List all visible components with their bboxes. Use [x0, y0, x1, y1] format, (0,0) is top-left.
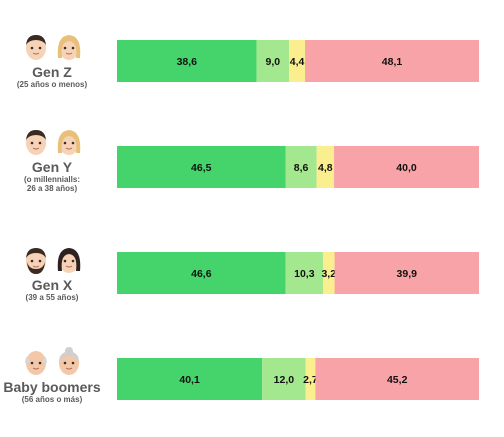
young-woman-icon — [57, 130, 80, 155]
category-label-baby-boomers: Baby boomers (56 años o más) — [0, 347, 104, 404]
avatars-gen-y — [0, 127, 104, 159]
bar-svg-baby-boomers: 40,1 12,0 2,7 45,2 — [117, 358, 479, 400]
bar-segment — [315, 358, 479, 400]
data-label: 46,5 — [191, 162, 212, 174]
category-name: Gen X — [31, 277, 73, 293]
bar-segment — [117, 40, 257, 82]
category-name: Gen Y — [31, 159, 73, 175]
young-man-icon — [25, 130, 46, 155]
data-label: 45,2 — [387, 374, 408, 386]
bar-segment — [334, 252, 479, 294]
data-label: 9,0 — [266, 56, 281, 68]
category-sub: (39 a 55 años) — [25, 293, 79, 302]
bar-segment — [117, 358, 263, 400]
data-label: 46,6 — [191, 268, 212, 280]
young-man-icon — [25, 35, 46, 60]
bar-svg-gen-z: 38,6 9,0 4,4 48,1 — [117, 40, 479, 82]
young-woman-icon — [57, 35, 80, 60]
old-man-icon — [24, 351, 47, 375]
bar-svg-gen-x: 46,6 10,3 3,2 39,9 — [117, 252, 479, 294]
data-label: 8,6 — [294, 162, 309, 174]
data-label: 4,8 — [318, 162, 333, 174]
bar-segment — [262, 358, 306, 400]
bar-segment — [289, 40, 306, 82]
data-label: 4,4 — [290, 56, 305, 68]
bar-segment — [305, 358, 316, 400]
avatars-gen-x — [0, 245, 104, 277]
bar-row-gen-x: 46,6 10,3 3,2 39,9 — [117, 252, 479, 294]
woman-icon — [57, 248, 80, 273]
bar-segment — [285, 252, 323, 294]
bar-row-gen-z: 38,6 9,0 4,4 48,1 — [117, 40, 479, 82]
category-sub: (56 años o más) — [21, 395, 83, 404]
bar-segment — [305, 40, 479, 82]
category-label-gen-x: Gen X (39 a 55 años) — [0, 245, 104, 302]
data-label: 48,1 — [382, 56, 403, 68]
category-sub: (o millennialls: 26 a 38 años) — [23, 175, 80, 193]
bearded-man-icon — [25, 248, 46, 274]
avatars-gen-z — [0, 32, 104, 64]
data-label: 3,2 — [321, 268, 336, 280]
category-name: Gen Z — [32, 64, 72, 80]
data-label: 38,6 — [177, 56, 198, 68]
category-name: Baby boomers — [3, 379, 101, 395]
bar-row-baby-boomers: 40,1 12,0 2,7 45,2 — [117, 358, 479, 400]
data-label: 39,9 — [397, 268, 418, 280]
bar-segment — [322, 252, 335, 294]
avatars-baby-boomers — [0, 347, 104, 379]
data-label: 10,3 — [294, 268, 315, 280]
bar-segment — [316, 146, 335, 188]
data-label: 12,0 — [274, 374, 295, 386]
bar-row-gen-y: 46,5 8,6 4,8 40,0 — [117, 146, 479, 188]
bar-segment — [334, 146, 479, 188]
data-label: 40,0 — [396, 162, 417, 174]
bar-segment — [117, 146, 286, 188]
data-label: 2,7 — [303, 374, 318, 386]
bar-segment — [256, 40, 290, 82]
category-label-gen-z: Gen Z (25 años o menos) — [0, 32, 104, 89]
bar-segment — [117, 252, 286, 294]
bar-svg-gen-y: 46,5 8,6 4,8 40,0 — [117, 146, 479, 188]
category-sub: (25 años o menos) — [16, 80, 88, 89]
category-label-gen-y: Gen Y (o millennialls: 26 a 38 años) — [0, 127, 104, 193]
data-label: 40,1 — [179, 374, 200, 386]
old-woman-icon — [58, 347, 79, 375]
bar-segment — [285, 146, 317, 188]
